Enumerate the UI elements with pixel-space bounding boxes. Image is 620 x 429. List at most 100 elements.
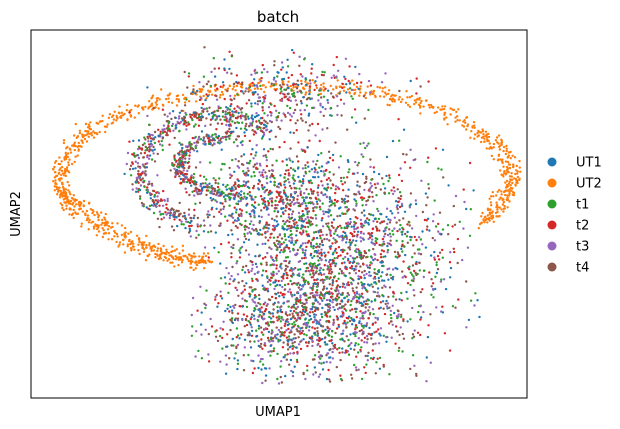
scatter-point-t4 [401, 270, 404, 273]
scatter-point-t1 [215, 135, 218, 139]
scatter-point-t3 [273, 225, 276, 228]
scatter-point-ut2 [71, 144, 74, 147]
scatter-point-t3 [184, 187, 187, 190]
scatter-point-ut2 [473, 133, 477, 136]
scatter-point-ut2 [57, 189, 60, 192]
scatter-point-t4 [320, 239, 324, 242]
scatter-point-ut1 [246, 185, 250, 189]
scatter-point-ut1 [317, 153, 320, 157]
scatter-point-t1 [275, 259, 278, 262]
scatter-point-t2 [381, 237, 385, 241]
scatter-point-ut2 [300, 79, 303, 83]
scatter-point-t2 [437, 258, 441, 261]
scatter-point-t4 [305, 299, 308, 302]
scatter-point-t3 [350, 341, 353, 345]
scatter-point-t2 [265, 287, 268, 291]
scatter-point-ut2 [516, 181, 519, 185]
scatter-point-t2 [279, 182, 282, 185]
scatter-point-t3 [266, 280, 270, 284]
scatter-point-ut2 [336, 79, 339, 82]
scatter-point-t1 [388, 373, 391, 376]
scatter-point-t3 [181, 157, 184, 160]
scatter-point-t2 [346, 176, 349, 179]
scatter-point-t1 [330, 335, 334, 338]
scatter-point-t2 [245, 315, 249, 318]
scatter-point-t4 [209, 123, 212, 126]
scatter-point-ut2 [501, 203, 505, 206]
scatter-point-t3 [383, 284, 386, 287]
scatter-point-t1 [306, 212, 309, 216]
scatter-point-ut2 [204, 254, 208, 258]
scatter-point-ut1 [476, 299, 479, 302]
scatter-point-ut1 [300, 102, 303, 105]
scatter-point-t3 [141, 163, 145, 166]
scatter-point-t2 [327, 368, 330, 372]
scatter-point-ut2 [85, 140, 89, 143]
scatter-point-ut1 [236, 359, 240, 362]
scatter-point-t3 [316, 285, 319, 288]
scatter-point-t3 [354, 366, 358, 369]
scatter-point-t4 [427, 187, 431, 190]
scatter-point-ut1 [296, 224, 299, 227]
scatter-point-ut1 [315, 251, 319, 254]
scatter-point-t1 [260, 137, 264, 140]
scatter-point-t1 [221, 115, 225, 118]
scatter-point-ut2 [53, 189, 56, 192]
scatter-point-ut2 [107, 116, 111, 120]
scatter-point-ut2 [66, 152, 70, 155]
scatter-point-t1 [469, 208, 472, 211]
scatter-point-ut2 [479, 131, 483, 134]
scatter-point-t3 [169, 209, 172, 212]
scatter-point-t3 [151, 184, 154, 187]
scatter-point-t2 [310, 269, 313, 272]
scatter-point-t3 [174, 173, 177, 177]
scatter-point-t4 [209, 230, 213, 233]
scatter-point-ut1 [245, 204, 248, 207]
scatter-point-t4 [291, 210, 295, 213]
scatter-point-ut1 [222, 195, 226, 198]
scatter-point-ut2 [78, 129, 82, 132]
scatter-point-t2 [362, 197, 366, 200]
scatter-point-ut1 [368, 326, 371, 330]
scatter-point-t1 [187, 121, 190, 124]
scatter-point-t1 [468, 234, 472, 237]
scatter-point-t1 [373, 268, 376, 271]
scatter-point-t3 [370, 184, 374, 188]
scatter-point-t1 [298, 215, 301, 218]
scatter-point-t3 [408, 206, 412, 209]
scatter-point-t4 [218, 224, 221, 227]
scatter-point-t2 [197, 113, 201, 116]
scatter-point-t3 [365, 264, 368, 267]
scatter-point-t4 [296, 248, 300, 252]
scatter-point-ut1 [389, 209, 392, 213]
scatter-point-t2 [354, 222, 357, 225]
scatter-point-t1 [353, 363, 356, 367]
scatter-point-t2 [185, 173, 188, 176]
scatter-point-ut1 [292, 337, 295, 340]
scatter-point-t4 [222, 205, 226, 208]
scatter-point-t2 [379, 253, 383, 256]
scatter-point-ut2 [87, 221, 91, 224]
scatter-point-ut1 [292, 303, 296, 306]
scatter-point-ut2 [221, 93, 225, 96]
scatter-point-t1 [254, 154, 257, 157]
scatter-point-ut2 [491, 191, 494, 194]
scatter-point-t3 [274, 334, 277, 337]
scatter-point-ut2 [66, 155, 70, 159]
scatter-point-t1 [200, 357, 204, 360]
scatter-point-t4 [319, 291, 322, 294]
scatter-point-t1 [219, 277, 223, 280]
scatter-point-ut1 [324, 259, 328, 262]
scatter-point-ut1 [303, 283, 306, 286]
scatter-point-t2 [262, 199, 265, 202]
scatter-point-ut1 [261, 274, 264, 277]
scatter-point-t4 [334, 331, 337, 335]
scatter-point-ut1 [447, 184, 450, 187]
scatter-point-ut1 [211, 117, 214, 120]
scatter-point-t4 [279, 375, 282, 379]
scatter-point-t2 [218, 210, 221, 214]
scatter-point-ut1 [385, 155, 389, 159]
scatter-point-t4 [364, 251, 368, 255]
scatter-point-t3 [355, 227, 358, 230]
scatter-point-t2 [176, 172, 180, 175]
